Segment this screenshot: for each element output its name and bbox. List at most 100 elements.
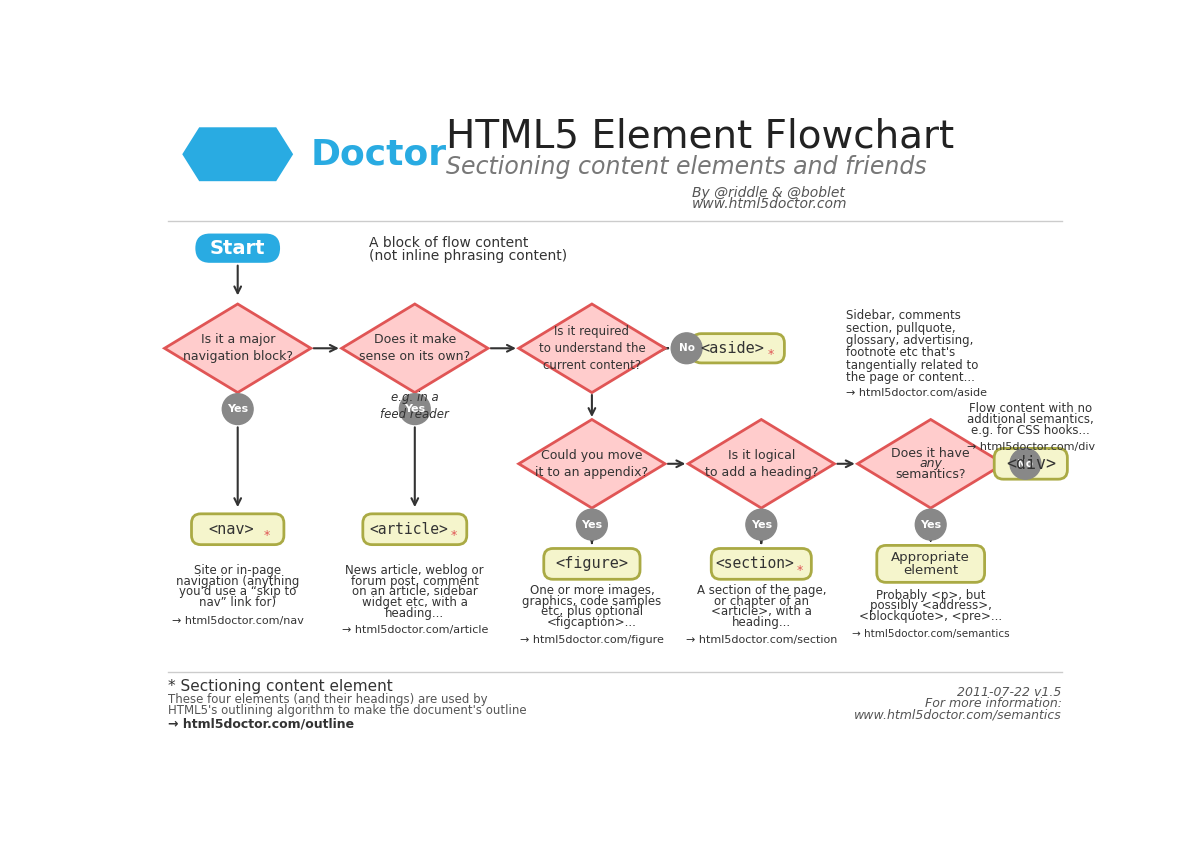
FancyBboxPatch shape xyxy=(712,548,811,579)
Text: Yes: Yes xyxy=(404,404,425,414)
Text: element: element xyxy=(904,564,959,576)
Text: Probably <p>, but: Probably <p>, but xyxy=(876,588,985,602)
Text: News article, weblog or: News article, weblog or xyxy=(346,564,484,576)
Text: graphics, code samples: graphics, code samples xyxy=(522,594,661,608)
Text: *: * xyxy=(768,348,774,361)
FancyBboxPatch shape xyxy=(196,233,280,263)
Text: A section of the page,: A section of the page, xyxy=(696,584,826,597)
FancyBboxPatch shape xyxy=(995,448,1067,479)
Text: No: No xyxy=(1018,458,1033,469)
Circle shape xyxy=(222,394,253,424)
Text: These four elements (and their headings) are used by: These four elements (and their headings)… xyxy=(168,694,488,706)
Text: <figcaption>...: <figcaption>... xyxy=(547,616,637,629)
Text: etc, plus optional: etc, plus optional xyxy=(541,605,643,618)
Text: tangentially related to: tangentially related to xyxy=(846,359,978,372)
Text: or chapter of an: or chapter of an xyxy=(714,594,809,608)
Circle shape xyxy=(671,333,702,363)
Text: heading...: heading... xyxy=(385,607,444,620)
Text: <article>, with a: <article>, with a xyxy=(710,605,811,618)
Text: → html5doctor.com/semantics: → html5doctor.com/semantics xyxy=(852,628,1009,638)
Text: forum post, comment: forum post, comment xyxy=(350,575,479,588)
Text: *: * xyxy=(797,564,803,576)
Text: Does it have: Does it have xyxy=(892,447,970,459)
Text: any: any xyxy=(919,458,942,470)
Text: nav” link for): nav” link for) xyxy=(199,596,276,610)
Text: section, pullquote,: section, pullquote, xyxy=(846,322,955,335)
Circle shape xyxy=(746,509,776,540)
Text: <nav>: <nav> xyxy=(209,522,254,537)
FancyBboxPatch shape xyxy=(544,548,640,579)
FancyBboxPatch shape xyxy=(692,334,785,363)
FancyBboxPatch shape xyxy=(877,545,985,582)
Text: navigation (anything: navigation (anything xyxy=(176,575,299,588)
Text: footnote etc that's: footnote etc that's xyxy=(846,346,955,359)
Text: Could you move
it to an appendix?: Could you move it to an appendix? xyxy=(535,449,648,479)
Text: the page or content...: the page or content... xyxy=(846,371,974,384)
Text: Site or in-page: Site or in-page xyxy=(194,564,281,576)
Text: HTML5 Element Flowchart: HTML5 Element Flowchart xyxy=(445,117,954,155)
Text: html5: html5 xyxy=(197,143,278,166)
Text: glossary, advertising,: glossary, advertising, xyxy=(846,334,973,347)
Text: Flow content with no: Flow content with no xyxy=(970,402,1092,415)
Text: <div>: <div> xyxy=(1006,455,1056,473)
Text: Doctor: Doctor xyxy=(311,138,446,171)
Text: www.html5doctor.com/semantics: www.html5doctor.com/semantics xyxy=(854,709,1062,722)
Text: * Sectioning content element: * Sectioning content element xyxy=(168,679,394,694)
Text: → html5doctor.com/nav: → html5doctor.com/nav xyxy=(172,616,304,627)
Text: on an article, sidebar: on an article, sidebar xyxy=(352,586,478,599)
Text: Is it a major
navigation block?: Is it a major navigation block? xyxy=(182,334,293,363)
Text: Yes: Yes xyxy=(581,520,602,530)
Text: e.g. in a
feed reader: e.g. in a feed reader xyxy=(380,391,449,421)
Text: No: No xyxy=(679,343,695,353)
Text: Sectioning content elements and friends: Sectioning content elements and friends xyxy=(445,155,926,179)
Polygon shape xyxy=(342,304,488,392)
Text: → html5doctor.com/figure: → html5doctor.com/figure xyxy=(520,635,664,644)
Text: <section>: <section> xyxy=(715,556,794,571)
Text: Does it make
sense on its own?: Does it make sense on its own? xyxy=(359,334,470,363)
Circle shape xyxy=(576,509,607,540)
Text: HTML5's outlining algorithm to make the document's outline: HTML5's outlining algorithm to make the … xyxy=(168,704,527,717)
FancyBboxPatch shape xyxy=(192,514,284,544)
Text: <aside>: <aside> xyxy=(700,340,764,356)
Circle shape xyxy=(400,394,431,424)
Text: → html5doctor.com/outline: → html5doctor.com/outline xyxy=(168,718,354,731)
Text: (not inline phrasing content): (not inline phrasing content) xyxy=(368,249,566,263)
Polygon shape xyxy=(858,419,1004,508)
Text: Yes: Yes xyxy=(751,520,772,530)
Text: → html5doctor.com/article: → html5doctor.com/article xyxy=(342,626,488,636)
Text: For more information:: For more information: xyxy=(924,697,1062,710)
Text: possibly <address>,: possibly <address>, xyxy=(870,599,991,612)
Text: e.g. for CSS hooks...: e.g. for CSS hooks... xyxy=(972,424,1090,436)
Polygon shape xyxy=(518,419,665,508)
Text: heading...: heading... xyxy=(732,616,791,629)
Text: <article>: <article> xyxy=(370,522,448,537)
Text: A block of flow content: A block of flow content xyxy=(368,236,528,250)
Text: widget etc, with a: widget etc, with a xyxy=(362,596,468,610)
Text: *: * xyxy=(264,529,270,542)
Text: Sidebar, comments: Sidebar, comments xyxy=(846,309,961,323)
Text: One or more images,: One or more images, xyxy=(529,584,654,597)
Text: Yes: Yes xyxy=(920,520,941,530)
Text: you'd use a “skip to: you'd use a “skip to xyxy=(179,586,296,599)
Text: *: * xyxy=(450,529,456,542)
Text: additional semantics,: additional semantics, xyxy=(967,413,1094,426)
Text: 2011-07-22 v1.5: 2011-07-22 v1.5 xyxy=(958,685,1062,699)
Text: Is it logical
to add a heading?: Is it logical to add a heading? xyxy=(704,449,818,479)
Polygon shape xyxy=(518,304,665,392)
Circle shape xyxy=(1010,448,1040,479)
Text: Yes: Yes xyxy=(227,404,248,414)
Polygon shape xyxy=(688,419,834,508)
Text: semantics?: semantics? xyxy=(895,468,966,481)
FancyBboxPatch shape xyxy=(362,514,467,544)
Text: → html5doctor.com/section: → html5doctor.com/section xyxy=(685,635,836,644)
Polygon shape xyxy=(182,127,293,181)
Text: Appropriate: Appropriate xyxy=(892,551,970,565)
Text: Start: Start xyxy=(210,239,265,258)
Text: <figure>: <figure> xyxy=(556,556,629,571)
Text: www.html5doctor.com: www.html5doctor.com xyxy=(692,197,847,211)
Polygon shape xyxy=(164,304,311,392)
Text: By @riddle & @boblet: By @riddle & @boblet xyxy=(692,186,845,200)
Text: Is it required
to understand the
current content?: Is it required to understand the current… xyxy=(539,325,646,372)
Circle shape xyxy=(916,509,946,540)
Text: → html5doctor.com/aside: → html5doctor.com/aside xyxy=(846,388,986,398)
